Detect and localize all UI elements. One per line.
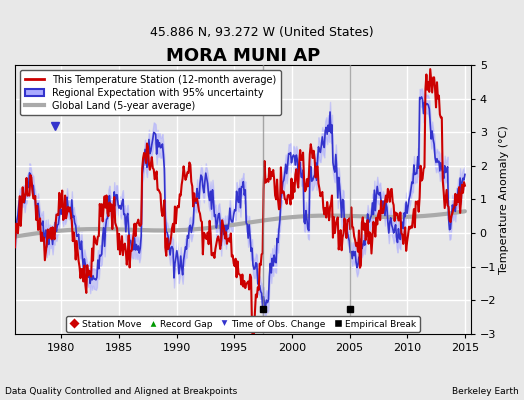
Text: Data Quality Controlled and Aligned at Breakpoints: Data Quality Controlled and Aligned at B… <box>5 387 237 396</box>
Text: Berkeley Earth: Berkeley Earth <box>452 387 519 396</box>
Legend: Station Move, Record Gap, Time of Obs. Change, Empirical Break: Station Move, Record Gap, Time of Obs. C… <box>66 316 420 332</box>
Title: MORA MUNI AP: MORA MUNI AP <box>166 47 320 65</box>
Y-axis label: Temperature Anomaly (°C): Temperature Anomaly (°C) <box>499 125 509 274</box>
Text: 45.886 N, 93.272 W (United States): 45.886 N, 93.272 W (United States) <box>150 26 374 39</box>
